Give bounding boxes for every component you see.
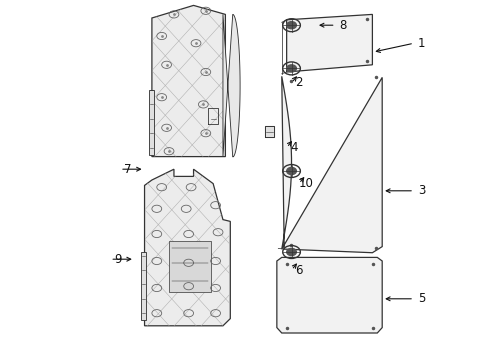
Polygon shape: [265, 126, 274, 137]
Circle shape: [287, 22, 296, 29]
Text: 8: 8: [339, 19, 347, 32]
Polygon shape: [282, 76, 382, 253]
Polygon shape: [152, 5, 225, 157]
Circle shape: [287, 167, 296, 175]
Text: 3: 3: [417, 184, 425, 197]
Polygon shape: [287, 14, 372, 72]
Text: 5: 5: [417, 292, 425, 305]
Polygon shape: [277, 257, 382, 333]
Polygon shape: [223, 14, 240, 157]
Polygon shape: [141, 252, 146, 320]
Text: 4: 4: [290, 141, 298, 154]
Polygon shape: [169, 241, 211, 292]
Text: 1: 1: [417, 37, 425, 50]
Text: 10: 10: [299, 177, 314, 190]
Polygon shape: [145, 169, 230, 326]
Polygon shape: [149, 90, 154, 155]
Text: 6: 6: [295, 264, 303, 276]
Circle shape: [287, 65, 296, 72]
Circle shape: [287, 248, 296, 256]
Text: 2: 2: [295, 76, 303, 89]
Text: 7: 7: [123, 163, 131, 176]
Text: 9: 9: [114, 253, 122, 266]
